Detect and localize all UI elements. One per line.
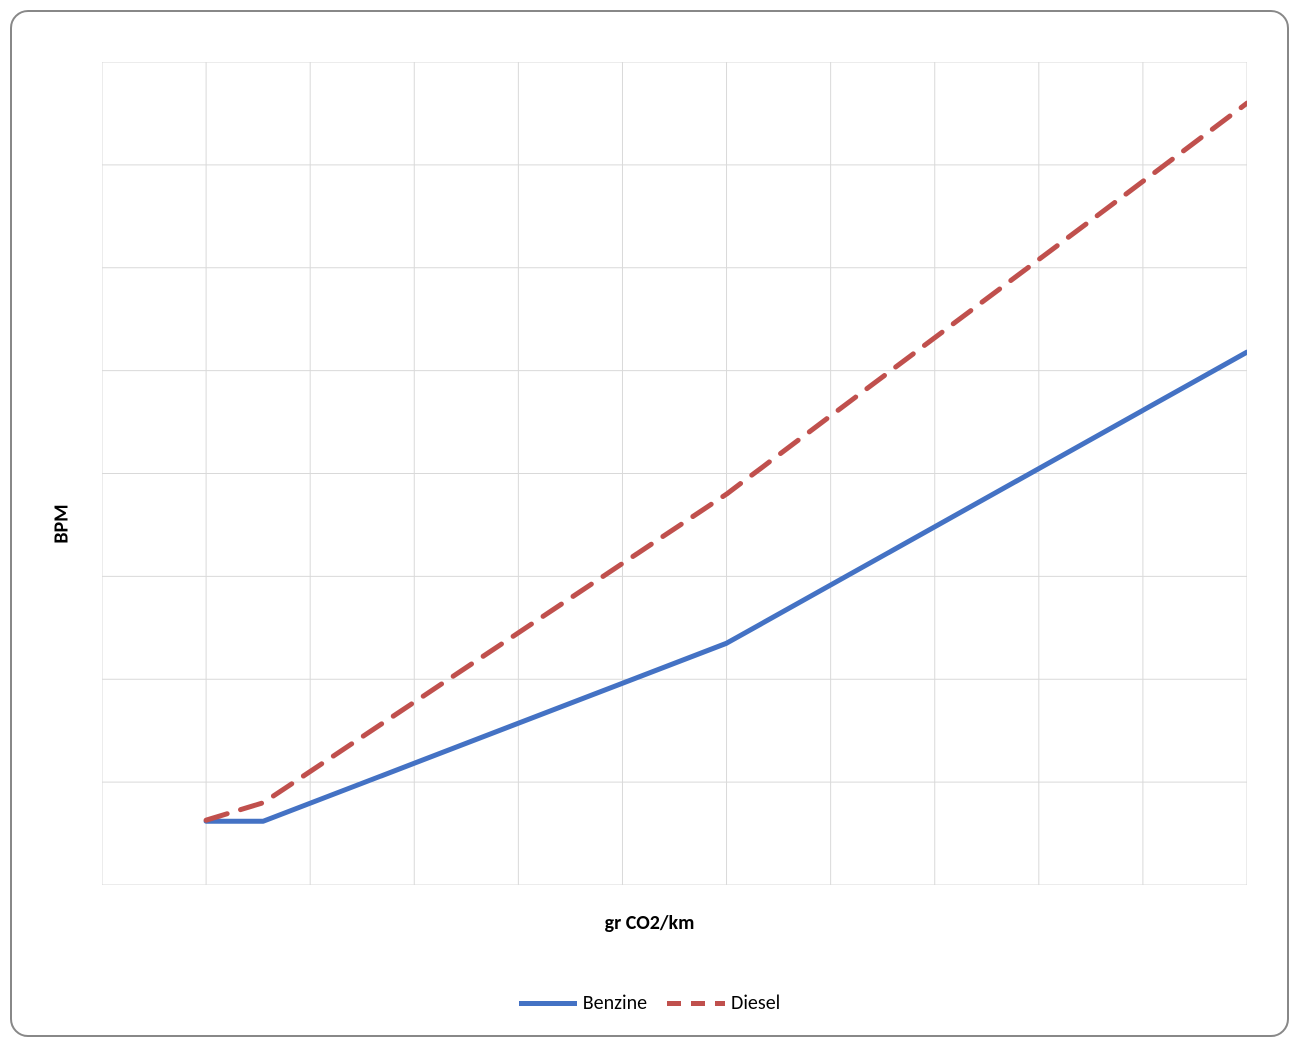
- legend-swatch-benzine: [519, 1001, 577, 1006]
- legend-label-diesel: Diesel: [731, 991, 780, 1015]
- plot-area: [102, 62, 1247, 885]
- legend-item-benzine: Benzine: [519, 991, 647, 1015]
- x-axis-label: gr CO2/km: [605, 911, 695, 935]
- chart-frame: BPM gr CO2/km Benzine Diesel: [10, 10, 1289, 1037]
- chart-svg: [102, 62, 1247, 885]
- y-axis-label: BPM: [50, 504, 74, 543]
- legend-label-benzine: Benzine: [583, 991, 647, 1015]
- legend-item-diesel: Diesel: [667, 991, 780, 1015]
- legend-swatch-diesel: [667, 1001, 725, 1006]
- legend: Benzine Diesel: [12, 991, 1287, 1015]
